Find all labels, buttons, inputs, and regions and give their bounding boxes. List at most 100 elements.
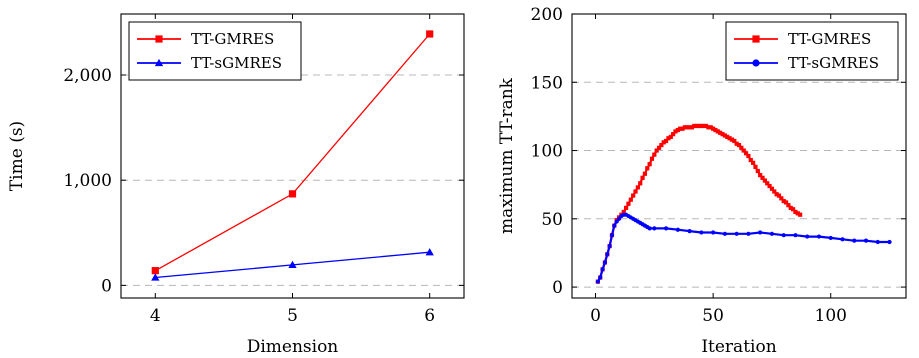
data-point (647, 162, 652, 167)
data-point (746, 153, 751, 159)
data-point (638, 181, 643, 186)
data-point (631, 193, 636, 198)
data-point (607, 244, 612, 249)
data-point (734, 141, 739, 146)
x-tick-label: 0 (590, 306, 601, 326)
data-point (765, 181, 770, 186)
data-point (772, 189, 777, 194)
data-point (612, 223, 617, 228)
data-point (600, 267, 605, 272)
data-point (661, 140, 666, 145)
legend-entry: TT-sGMRES (788, 54, 879, 72)
y-tick-label: 100 (531, 142, 563, 162)
data-point (781, 198, 786, 204)
data-point (722, 133, 727, 138)
y-tick-label: 2,000 (63, 66, 112, 86)
data-point (852, 238, 857, 243)
data-point (793, 209, 798, 215)
data-point (875, 239, 880, 245)
data-point (659, 142, 664, 148)
data-point (425, 248, 434, 256)
data-point (722, 231, 727, 236)
data-point (755, 168, 760, 174)
plot-frame (571, 13, 907, 299)
data-point (790, 207, 796, 212)
data-point (713, 127, 718, 133)
series-tt-gmres (151, 30, 434, 275)
data-point (746, 231, 751, 236)
data-point (715, 129, 720, 134)
data-point (621, 209, 626, 215)
y-axis-label: Time (s) (7, 121, 27, 191)
data-point (753, 164, 758, 170)
legend-swatch-marker (752, 59, 760, 67)
legend-entry: TT-sGMRES (191, 54, 282, 72)
data-point (718, 130, 723, 135)
data-point (720, 132, 725, 137)
data-point (696, 123, 702, 129)
data-point (776, 193, 782, 198)
data-point (671, 132, 676, 137)
data-point (887, 239, 892, 245)
x-tick-label: 6 (424, 306, 435, 326)
y-tick-label: 150 (531, 73, 563, 93)
data-point (598, 275, 603, 280)
data-point (640, 175, 645, 180)
data-point (663, 138, 669, 144)
data-point (727, 136, 732, 141)
data-point (729, 137, 735, 142)
data-point (652, 226, 657, 231)
data-point (699, 230, 704, 235)
data-point (805, 234, 810, 239)
data-point (732, 138, 737, 144)
y-tick-label: 1,000 (63, 171, 112, 191)
legend: TT-GMRES TT-sGMRES (128, 21, 302, 81)
data-point (633, 189, 638, 194)
data-point (675, 227, 680, 232)
data-point (656, 145, 662, 150)
x-axis-label: Dimension (247, 337, 339, 357)
data-point (626, 201, 631, 206)
series-tt-sgmres (595, 212, 892, 284)
data-point (151, 273, 160, 281)
data-point (666, 136, 671, 141)
legend-swatch-marker (752, 35, 760, 43)
data-point (762, 178, 767, 183)
data-point (743, 151, 749, 156)
y-tick-label: 0 (552, 278, 563, 298)
data-point (694, 123, 699, 129)
data-point (703, 123, 709, 129)
data-point (828, 235, 833, 241)
data-point (701, 123, 706, 129)
legend-entry: TT-GMRES (788, 30, 871, 48)
data-point (758, 230, 763, 235)
data-point (769, 231, 775, 236)
data-point (786, 203, 791, 208)
data-point (647, 226, 652, 231)
data-point (595, 279, 600, 284)
x-tick-label: 50 (702, 306, 724, 326)
data-point (783, 200, 789, 205)
x-tick-label: 100 (815, 306, 847, 326)
data-point (645, 166, 650, 171)
data-point (739, 145, 744, 150)
series-tt-gmres (595, 123, 803, 284)
data-point (840, 237, 845, 242)
data-point (623, 205, 629, 210)
data-point (151, 267, 159, 275)
data-point (769, 186, 775, 191)
data-point (767, 183, 772, 189)
data-point (863, 238, 869, 243)
y-tick-label: 50 (541, 210, 563, 230)
y-axis-label: maximum TT-rank (497, 77, 517, 234)
data-point (685, 125, 690, 130)
data-point (788, 205, 793, 210)
data-point (649, 156, 655, 161)
legend: TT-GMRES TT-sGMRES (725, 21, 899, 81)
data-point (288, 260, 297, 268)
data-point (614, 219, 619, 224)
data-point (609, 233, 615, 238)
legend-swatch-marker (154, 58, 164, 67)
data-point (668, 134, 673, 139)
